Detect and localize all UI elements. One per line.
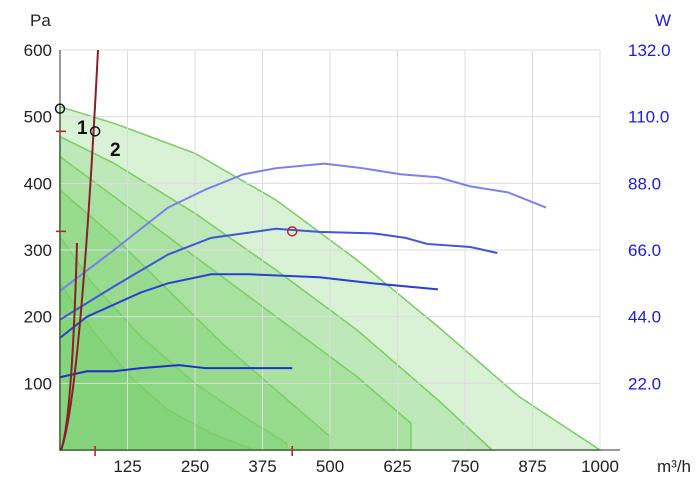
right-axis-unit: W	[655, 11, 671, 30]
power-curves	[59, 162, 547, 379]
axes	[56, 50, 620, 456]
power-curve-4	[59, 364, 293, 379]
grid-lines	[60, 49, 601, 450]
operating-point-2	[89, 126, 101, 137]
power-curve-1	[59, 162, 547, 292]
left-tick-label: 300	[24, 241, 52, 260]
operating-points	[54, 103, 298, 237]
right-tick-label: 88.0	[628, 174, 661, 193]
x-axis-unit: m³/h	[657, 457, 691, 476]
x-tick-label: 125	[113, 457, 141, 476]
left-axis-unit: Pa	[30, 11, 51, 30]
left-tick-label: 200	[24, 308, 52, 327]
x-tick-label: 875	[518, 457, 546, 476]
x-tick-label: 1000	[581, 457, 619, 476]
fan-curve-2	[59, 135, 495, 451]
x-tick-label: 250	[181, 457, 209, 476]
x-tick-label: 500	[316, 457, 344, 476]
left-tick-label: 600	[24, 41, 52, 60]
right-tick-label: 110.0	[628, 108, 669, 127]
operating-point-1	[54, 103, 66, 114]
system-curve-2	[60, 242, 78, 451]
right-tick-label: 132.0	[628, 41, 671, 60]
marker-label-1: 1	[77, 118, 88, 139]
x-tick-label: 375	[248, 457, 276, 476]
tick-labels: 100 200 300 400 500 600 22.0 44.0 66.0 88.0 110.0 1…	[24, 41, 671, 476]
power-curve-3	[59, 273, 439, 339]
right-tick-label: 22.0	[628, 374, 661, 393]
right-tick-label: 66.0	[628, 241, 661, 260]
right-tick-label: 44.0	[628, 308, 661, 327]
x-tick-label: 625	[383, 457, 411, 476]
fan-curve-6	[59, 280, 255, 451]
power-curve-2	[59, 227, 498, 321]
x-tick-label: 750	[451, 457, 479, 476]
left-tick-label: 500	[24, 108, 52, 127]
left-tick-label: 100	[24, 374, 52, 393]
left-tick-label: 400	[24, 174, 52, 193]
marker-label-2: 2	[110, 140, 121, 161]
operating-point-3	[286, 226, 298, 237]
